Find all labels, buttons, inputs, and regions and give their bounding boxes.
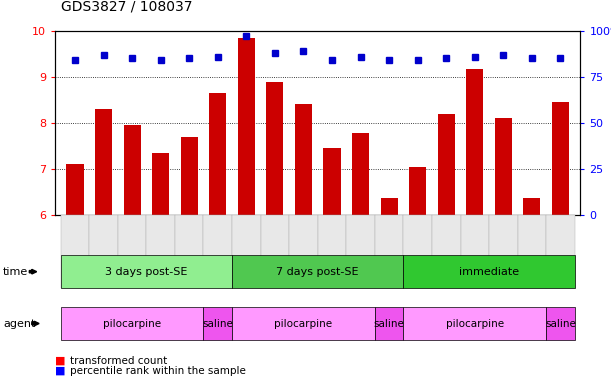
Bar <box>409 167 426 215</box>
Text: GDS3827 / 108037: GDS3827 / 108037 <box>61 0 192 13</box>
Bar <box>67 164 84 215</box>
Text: transformed count: transformed count <box>70 356 167 366</box>
Bar <box>466 68 483 215</box>
Text: saline: saline <box>374 318 404 329</box>
Bar <box>152 153 169 215</box>
Text: agent: agent <box>3 318 35 329</box>
Bar <box>352 133 369 215</box>
Bar <box>123 125 141 215</box>
Bar <box>266 82 284 215</box>
Text: saline: saline <box>545 318 576 329</box>
Bar <box>323 148 340 215</box>
Bar <box>209 93 226 215</box>
Bar <box>552 102 569 215</box>
Text: saline: saline <box>202 318 233 329</box>
Bar <box>381 197 398 215</box>
Text: time: time <box>3 266 28 277</box>
Bar <box>524 197 541 215</box>
Text: immediate: immediate <box>459 266 519 277</box>
Text: ■: ■ <box>55 366 65 376</box>
Bar <box>181 137 198 215</box>
Text: pilocarpine: pilocarpine <box>445 318 504 329</box>
Bar <box>95 109 112 215</box>
Bar <box>238 38 255 215</box>
Bar <box>437 114 455 215</box>
Bar <box>495 118 512 215</box>
Bar <box>295 104 312 215</box>
Text: 7 days post-SE: 7 days post-SE <box>276 266 359 277</box>
Text: pilocarpine: pilocarpine <box>274 318 332 329</box>
Text: percentile rank within the sample: percentile rank within the sample <box>70 366 246 376</box>
Text: 3 days post-SE: 3 days post-SE <box>105 266 188 277</box>
Text: ■: ■ <box>55 356 65 366</box>
Text: pilocarpine: pilocarpine <box>103 318 161 329</box>
